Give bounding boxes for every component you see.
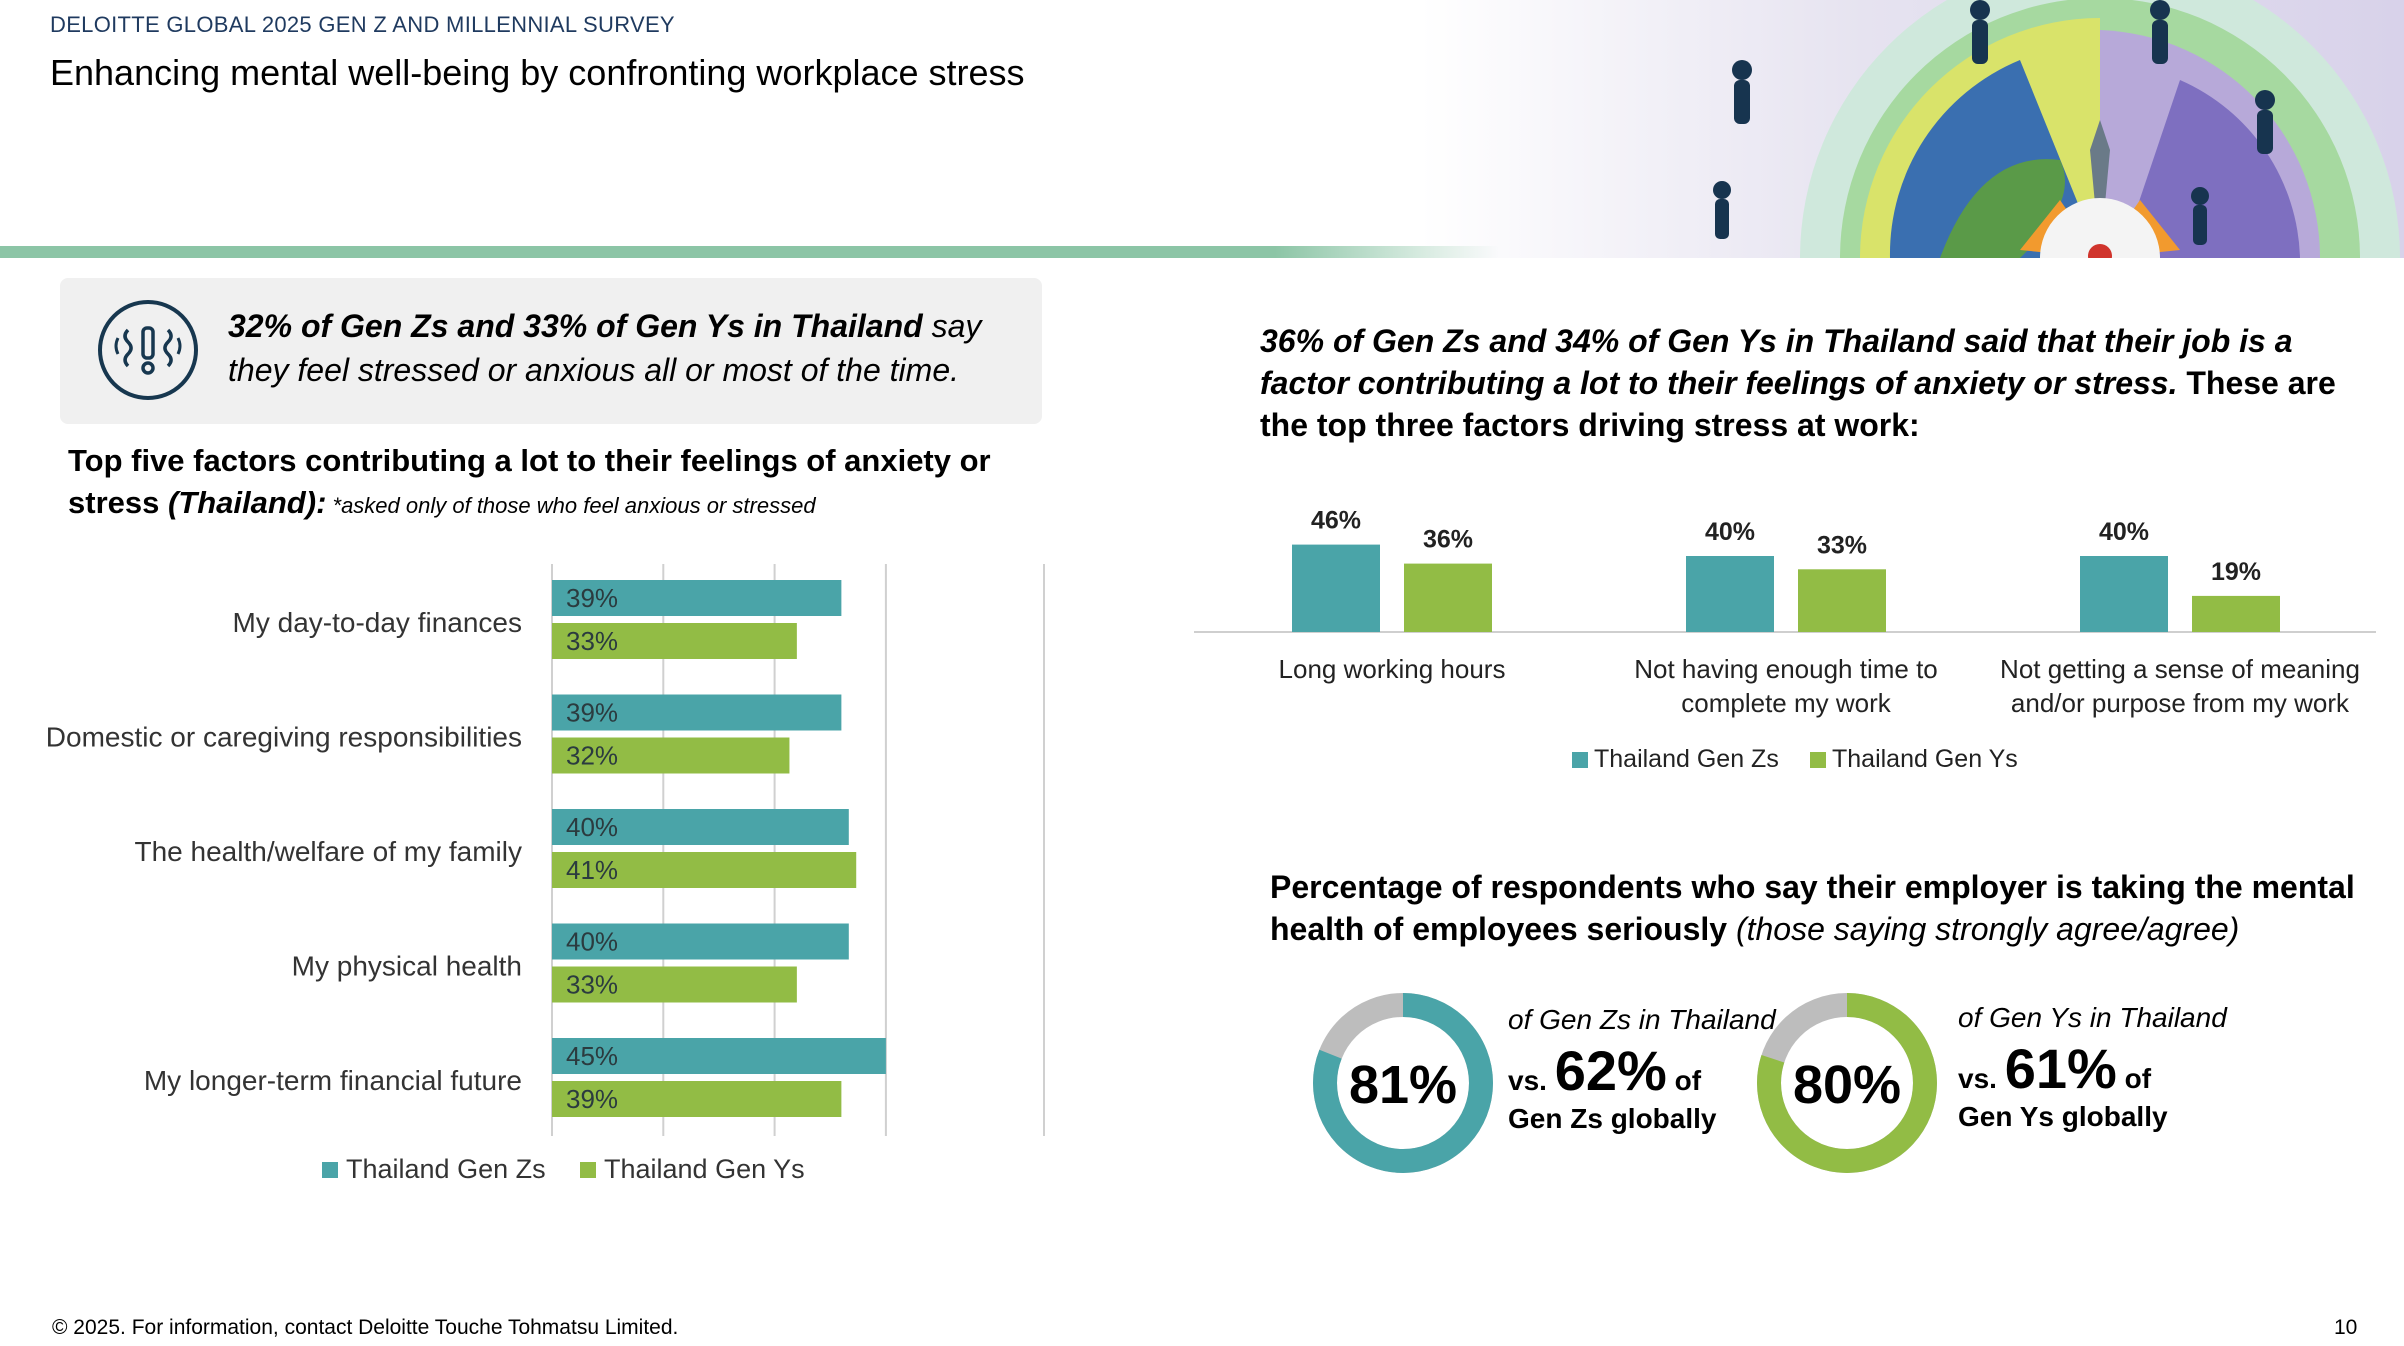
callout-rest: say they feel stressed or anxious all or… (228, 308, 982, 388)
gen-z-stat: of Gen Zs in Thailand vs. 62% of Gen Zs … (1508, 1004, 1788, 1135)
gen-z-of: of (1674, 1065, 1702, 1096)
category-label: My day-to-day finances (233, 607, 522, 638)
footer-copyright: © 2025. For information, contact Deloitt… (52, 1316, 679, 1339)
category-label: complete my work (1681, 688, 1891, 718)
gen-y-of: of (2124, 1063, 2152, 1094)
gen-y-bar (1404, 563, 1492, 632)
category-label: The health/welfare of my family (135, 836, 523, 867)
gen-y-donut: 80% (1757, 993, 1937, 1173)
page-title: Enhancing mental well-being by confronti… (50, 52, 1025, 93)
category-label: Not having enough time to (1634, 654, 1938, 684)
gen-y-stat-line1: of Gen Ys in Thailand (1958, 1002, 2227, 1033)
gen-z-bar (2080, 556, 2168, 632)
gen-z-donut-label: 81% (1349, 1055, 1457, 1115)
category-label: My longer-term financial future (144, 1065, 522, 1096)
left-heading-note: *asked only of those who feel anxious or… (326, 493, 816, 518)
bar-value-label: 46% (1311, 507, 1361, 535)
gen-z-bar (1686, 556, 1774, 632)
gen-z-bar (552, 923, 849, 960)
bar-value-label: 39% (566, 1084, 618, 1114)
gen-z-donut: 81% (1313, 993, 1493, 1173)
gen-y-bar (552, 623, 797, 659)
gen-y-bar (552, 966, 797, 1003)
bar-value-label: 39% (566, 698, 618, 728)
category-label: and/or purpose from my work (2011, 688, 2350, 718)
bar-value-label: 39% (566, 583, 618, 613)
category-label: Domestic or caregiving responsibilities (46, 722, 522, 753)
factors-bar-chart: My day-to-day finances 39% 33% Domestic or … (46, 564, 1045, 1184)
gen-z-vs: vs. (1508, 1065, 1547, 1096)
gen-y-stat: of Gen Ys in Thailand vs. 61% of Gen Ys … (1958, 1002, 2238, 1133)
gen-y-global: 61% (2004, 1037, 2117, 1100)
gen-y-bar (2192, 595, 2280, 632)
legend-gen-z-swatch (322, 1162, 338, 1178)
gen-y-bar (1798, 569, 1886, 632)
header-divider (0, 246, 1500, 258)
category-label: My physical health (292, 951, 522, 982)
left-heading-italic: (Thailand): (167, 485, 327, 520)
gen-z-bar (552, 809, 849, 845)
gen-z-bar (552, 1038, 886, 1074)
legend-label: Thailand Gen Ys (1832, 745, 2018, 773)
legend-gen-y-swatch (580, 1162, 596, 1178)
page-number: 10 (2334, 1316, 2358, 1339)
gen-y-bar (552, 737, 790, 774)
gen-z-donut-arc (1313, 993, 1493, 1173)
bar-value-label: 40% (566, 812, 618, 842)
legend-gen-z-swatch (1572, 752, 1588, 768)
gen-z-bar (1292, 544, 1380, 632)
gen-z-stat-line3: Gen Zs globally (1508, 1103, 1717, 1134)
gen-z-global: 62% (1554, 1039, 1667, 1102)
callout-text: 32% of Gen Zs and 33% of Gen Ys in Thail… (228, 304, 1018, 392)
left-chart-heading: Top five factors contributing a lot to t… (68, 440, 1048, 527)
survey-label: DELOITTE GLOBAL 2025 GEN Z AND MILLENNIA… (50, 12, 675, 37)
employer-heading-text: Percentage of respondents who say their … (1270, 869, 2355, 947)
legend-label: Thailand Gen Zs (346, 1154, 546, 1184)
gen-y-donut-label: 80% (1793, 1055, 1901, 1115)
legend-label: Thailand Gen Ys (604, 1154, 805, 1184)
callout-box: 32% of Gen Zs and 33% of Gen Ys in Thail… (60, 278, 1042, 424)
gen-y-stat-line3: Gen Ys globally (1958, 1101, 2168, 1132)
bar-value-label: 36% (1423, 526, 1473, 554)
gen-z-bar (552, 580, 842, 616)
gen-y-vs: vs. (1958, 1063, 1997, 1094)
gen-y-bar (552, 1081, 842, 1117)
right-heading-rest: These are the top three factors driving … (1260, 365, 2336, 443)
gen-y-donut-arc (1757, 993, 1937, 1173)
bar-value-label: 40% (566, 927, 618, 957)
bar-value-label: 40% (2099, 518, 2149, 546)
category-label: Long working hours (1279, 654, 1506, 684)
employer-heading-italic: (those saying strongly agree/agree) (1735, 911, 2240, 947)
right-heading-italic: 36% of Gen Zs and 34% of Gen Ys in Thail… (1260, 323, 2293, 401)
right-chart-heading: 36% of Gen Zs and 34% of Gen Ys in Thail… (1260, 320, 2380, 446)
legend-label: Thailand Gen Zs (1594, 745, 1779, 773)
bar-value-label: 41% (566, 855, 618, 885)
bar-value-label: 19% (2211, 558, 2261, 586)
bar-value-label: 32% (566, 741, 618, 771)
header-illustration (1420, 0, 2404, 258)
gen-z-stat-line1: of Gen Zs in Thailand (1508, 1004, 1776, 1035)
employer-heading: Percentage of respondents who say their … (1270, 866, 2390, 950)
bar-value-label: 33% (1817, 531, 1867, 559)
callout-bold: 32% of Gen Zs and 33% of Gen Ys in Thail… (228, 308, 923, 344)
bar-value-label: 45% (566, 1041, 618, 1071)
bar-value-label: 33% (566, 970, 618, 1000)
gen-y-bar (552, 852, 857, 888)
work-stress-bar-chart: 46% 36% Long working hours 40% 33% Not having… (1194, 507, 2376, 773)
bar-value-label: 33% (566, 626, 618, 656)
legend-gen-y-swatch (1810, 752, 1826, 768)
gen-z-bar (552, 694, 842, 731)
left-heading-text: Top five factors contributing a lot to t… (68, 443, 991, 520)
category-label: Not getting a sense of meaning (2000, 654, 2360, 684)
stress-head-icon (98, 300, 198, 400)
bar-value-label: 40% (1705, 518, 1755, 546)
